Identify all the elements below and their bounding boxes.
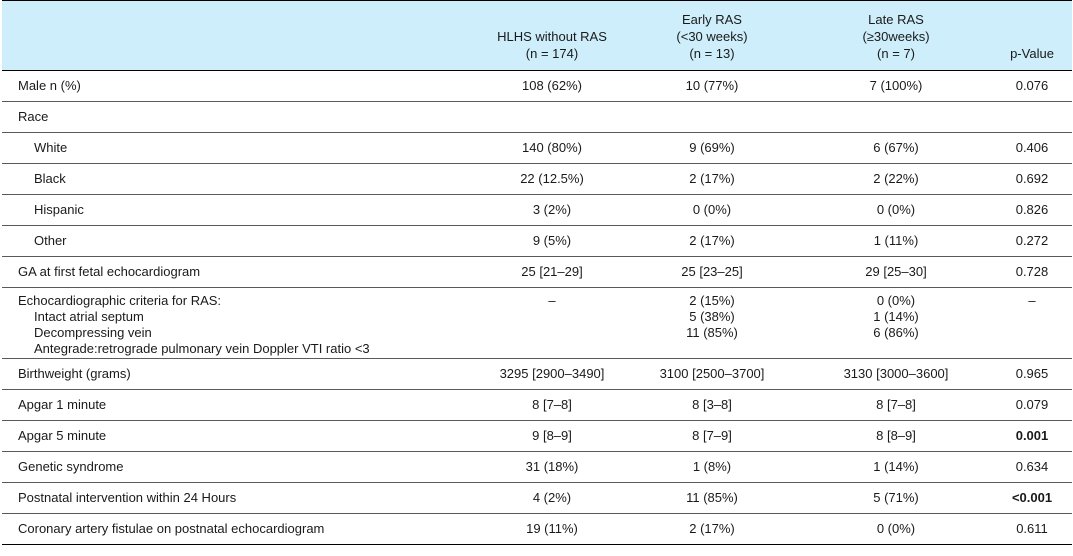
table-row: Male n (%) 108 (62%) 10 (77%) 7 (100%) 0… xyxy=(2,71,1072,102)
row-label: Coronary artery fistulae on postnatal ec… xyxy=(18,521,325,536)
cell-early: 8 [3–8] xyxy=(692,397,732,412)
cell-hlhs: 8 [7–8] xyxy=(532,397,572,412)
cell-late: 2 (22%) xyxy=(873,171,919,186)
cell-hlhs: 9 (5%) xyxy=(532,233,572,248)
cell-p: 0.728 xyxy=(1015,264,1049,279)
cell-early: 25 [23–25] xyxy=(681,264,743,279)
cell-hlhs: 9 [8–9] xyxy=(532,428,572,443)
table-row: Hispanic 3 (2%) 0 (0%) 0 (0%) 0.826 xyxy=(2,195,1072,226)
cell-hlhs: 3 (2%) xyxy=(532,202,572,217)
table-row: Postnatal intervention within 24 Hours 4… xyxy=(2,483,1072,514)
row-label: Race xyxy=(18,109,49,124)
cell-early: 8 [7–9] xyxy=(692,428,732,443)
cell-late: 5 (71%) xyxy=(873,490,919,505)
cell-hlhs: – xyxy=(548,293,556,308)
cell-late: 0 (0%) 1 (14%) 6 (86%) xyxy=(873,293,919,340)
cell-late: 6 (67%) xyxy=(873,140,919,155)
cell-late: 0 (0%) xyxy=(876,521,916,536)
cell-p: 0.611 xyxy=(1016,521,1048,536)
cell-p: 0.692 xyxy=(1015,171,1049,186)
row-label: Male n (%) xyxy=(18,78,81,93)
cell-early: 2 (17%) xyxy=(689,233,735,248)
data-table: HLHS without RAS (n = 174) Early RAS (<3… xyxy=(2,0,1072,545)
cell-hlhs: 22 (12.5%) xyxy=(520,171,584,186)
row-label: Other xyxy=(34,233,67,248)
table-row: Apgar 5 minute 9 [8–9] 8 [7–9] 8 [8–9] 0… xyxy=(2,421,1072,452)
cell-hlhs: 3295 [2900–3490] xyxy=(499,366,605,381)
row-label: Apgar 5 minute xyxy=(18,428,107,443)
table-row: Coronary artery fistulae on postnatal ec… xyxy=(2,514,1072,545)
cell-p: 0.634 xyxy=(1015,459,1049,474)
cell-late: 1 (14%) xyxy=(873,459,919,474)
row-label: Black xyxy=(34,171,66,186)
table-row: White 140 (80%) 9 (69%) 6 (67%) 0.406 xyxy=(2,133,1072,164)
cell-p: – xyxy=(1028,293,1036,308)
cell-hlhs: 25 [21–29] xyxy=(521,264,583,279)
cell-early: 10 (77%) xyxy=(685,78,739,93)
cell-hlhs: 31 (18%) xyxy=(525,459,579,474)
row-label: Echocardiographic criteria for RAS: Inta… xyxy=(18,293,370,356)
header-late-ras: Late RAS (≥30weeks) (n = 7) xyxy=(862,12,930,61)
row-label: Genetic syndrome xyxy=(18,459,124,474)
cell-hlhs: 4 (2%) xyxy=(532,490,572,505)
cell-late: 7 (100%) xyxy=(869,78,923,93)
cell-late: 1 (11%) xyxy=(873,233,919,248)
row-label: Postnatal intervention within 24 Hours xyxy=(18,490,237,505)
cell-p: 0.272 xyxy=(1015,233,1049,248)
cell-early: 2 (17%) xyxy=(689,171,735,186)
cell-p: 0.001 xyxy=(1015,428,1049,443)
row-label: White xyxy=(34,140,68,155)
cell-early: 2 (17%) xyxy=(689,521,735,536)
header-early-ras: Early RAS (<30 weeks) (n = 13) xyxy=(676,12,748,61)
cell-p: 0.965 xyxy=(1015,366,1049,381)
header-hlhs-without-ras: HLHS without RAS (n = 174) xyxy=(497,29,607,61)
row-label: Hispanic xyxy=(34,202,84,217)
cell-early: 9 (69%) xyxy=(689,140,735,155)
cell-late: 8 [7–8] xyxy=(876,397,916,412)
cell-p: 0.079 xyxy=(1015,397,1049,412)
table-header: HLHS without RAS (n = 174) Early RAS (<3… xyxy=(2,0,1072,71)
cell-hlhs: 140 (80%) xyxy=(522,140,582,155)
cell-p: 0.826 xyxy=(1015,202,1049,217)
cell-early: 0 (0%) xyxy=(692,202,732,217)
table-row: Black 22 (12.5%) 2 (17%) 2 (22%) 0.692 xyxy=(2,164,1072,195)
cell-early: 11 (85%) xyxy=(686,490,738,505)
cell-p: 0.406 xyxy=(1015,140,1049,155)
table-row: Other 9 (5%) 2 (17%) 1 (11%) 0.272 xyxy=(2,226,1072,257)
cell-p: <0.001 xyxy=(1011,490,1053,505)
row-label: Birthweight (grams) xyxy=(18,366,131,381)
cell-late: 3130 [3000–3600] xyxy=(843,366,949,381)
table-row: Birthweight (grams) 3295 [2900–3490] 310… xyxy=(2,359,1072,390)
row-label: Apgar 1 minute xyxy=(18,397,107,412)
table-row: Echocardiographic criteria for RAS: Inta… xyxy=(2,288,1072,359)
table-row: Race xyxy=(2,102,1072,133)
cell-late: 0 (0%) xyxy=(876,202,916,217)
cell-p: 0.076 xyxy=(1015,78,1049,93)
cell-early: 1 (8%) xyxy=(692,459,732,474)
row-label: GA at first fetal echocardiogram xyxy=(18,264,201,279)
cell-early: 2 (15%) 5 (38%) 11 (85%) xyxy=(686,293,738,340)
table-row: Apgar 1 minute 8 [7–8] 8 [3–8] 8 [7–8] 0… xyxy=(2,390,1072,421)
cell-early: 3100 [2500–3700] xyxy=(659,366,765,381)
cell-hlhs: 19 (11%) xyxy=(526,521,578,536)
table-row: GA at first fetal echocardiogram 25 [21–… xyxy=(2,257,1072,288)
cell-late: 29 [25–30] xyxy=(865,264,927,279)
header-p-value: p-Value xyxy=(1010,46,1054,61)
cell-late: 8 [8–9] xyxy=(876,428,916,443)
table-row: Genetic syndrome 31 (18%) 1 (8%) 1 (14%)… xyxy=(2,452,1072,483)
cell-hlhs: 108 (62%) xyxy=(522,78,582,93)
